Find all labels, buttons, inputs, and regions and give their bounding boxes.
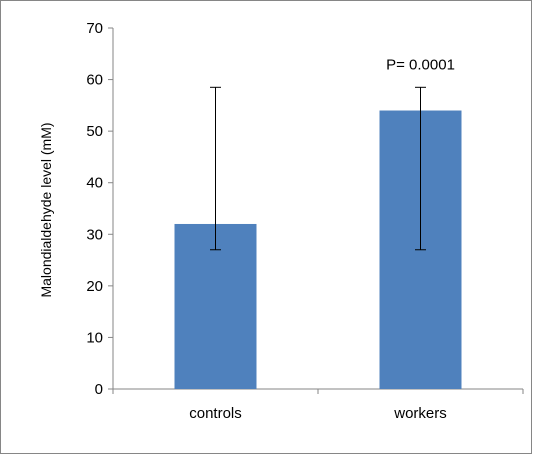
y-tick-label: 10 <box>86 329 103 346</box>
y-tick-label: 70 <box>86 20 103 37</box>
y-tick-label: 60 <box>86 72 103 89</box>
y-tick-label: 20 <box>86 278 103 295</box>
y-axis-title: Malondialdehyde level (mM) <box>38 122 54 297</box>
annotations: P= 0.0001 <box>386 56 455 73</box>
p-value-annotation: P= 0.0001 <box>386 56 455 73</box>
y-tick-label: 0 <box>95 381 103 398</box>
bar-controls <box>174 223 257 389</box>
x-tick-label: workers <box>393 405 447 422</box>
y-axis: 0 10 20 30 40 50 60 70 <box>86 20 114 398</box>
error-bars <box>210 86 426 251</box>
y-tick-label: 30 <box>86 226 103 243</box>
y-tick-label: 40 <box>86 175 103 192</box>
x-tick-label: controls <box>189 405 242 422</box>
y-tick-label: 50 <box>86 123 103 140</box>
